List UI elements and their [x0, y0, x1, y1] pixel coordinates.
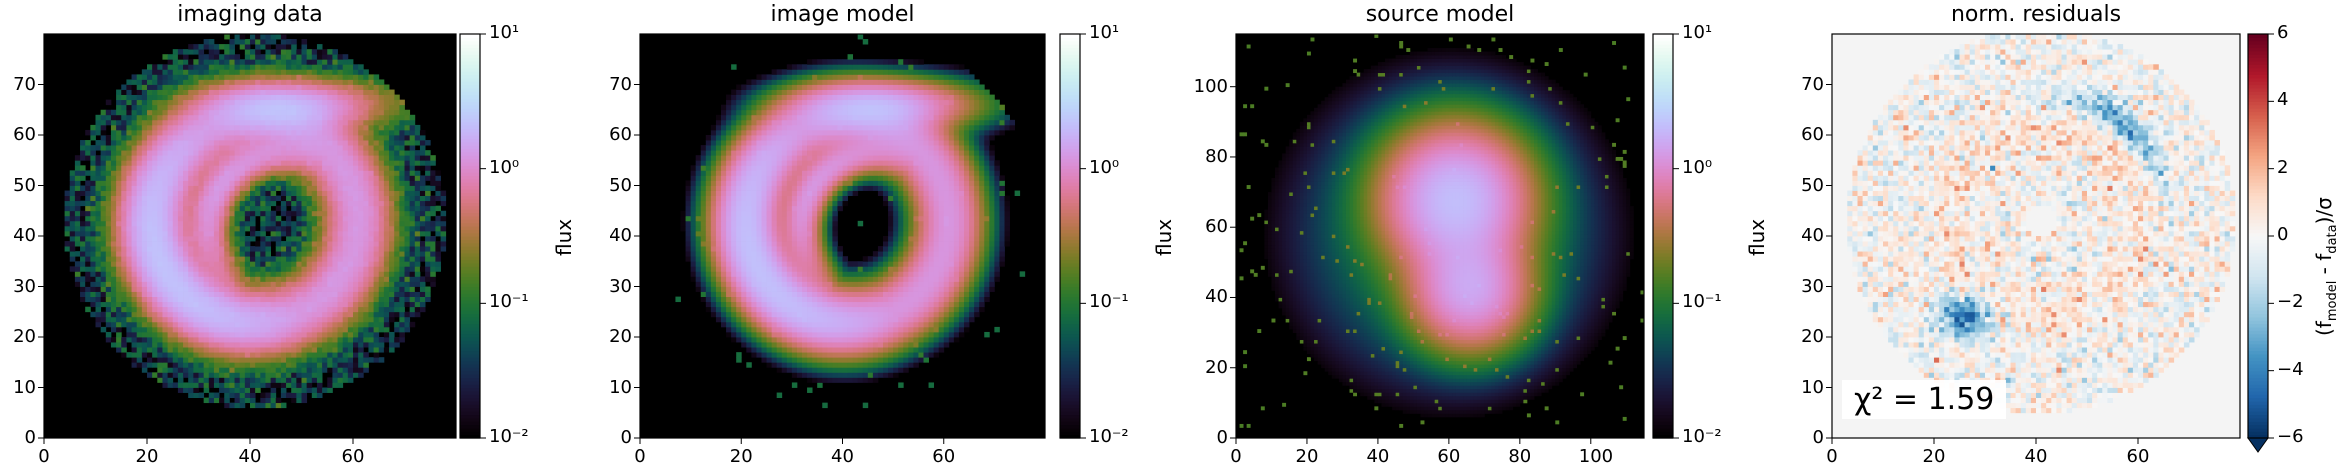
- chi-squared-annotation: χ² = 1.59: [1842, 380, 2007, 419]
- colorbar-gradient: [460, 34, 480, 439]
- y-tick-label: 10: [1784, 377, 1824, 398]
- y-tick-label: 20: [1188, 357, 1228, 378]
- colorbar-tick-label: −6: [2277, 426, 2304, 447]
- colorbar-gradient: [1653, 34, 1673, 439]
- plot-frame: [1235, 33, 1645, 439]
- panel-title: imaging data: [44, 0, 456, 30]
- y-tick-label: 70: [592, 74, 632, 95]
- x-tick-label: 80: [1508, 446, 1532, 467]
- x-tick-label: 0: [1820, 446, 1844, 467]
- y-tick-label: 60: [1188, 216, 1228, 237]
- x-tick-label: 20: [1922, 446, 1946, 467]
- x-tick-label: 40: [831, 446, 855, 467]
- x-tick-label: 60: [2126, 446, 2150, 467]
- colorbar-label: (fmodel - fdata)/σ: [2312, 197, 2340, 336]
- colorbar-tick-label: −4: [2277, 359, 2304, 380]
- x-tick-label: 20: [135, 446, 159, 467]
- colorbar-tick-label: 0: [2277, 224, 2288, 245]
- y-tick-label: 50: [0, 175, 36, 196]
- x-tick-label: 60: [1437, 446, 1461, 467]
- colorbar-tick-label: 2: [2277, 157, 2288, 178]
- y-tick-label: 0: [1784, 427, 1824, 448]
- y-tick-label: 60: [0, 124, 36, 145]
- colorbar-tick-label: 10⁰: [1089, 157, 1119, 178]
- colorbar-gradient: [2248, 34, 2268, 439]
- panel-title: image model: [640, 0, 1045, 30]
- colorbar-tick-label: 10⁻¹: [1089, 291, 1129, 312]
- y-tick-label: 40: [0, 225, 36, 246]
- colorbar-tick-label: 10⁰: [489, 157, 519, 178]
- colorbar-tick-label: 10⁻²: [1682, 426, 1722, 447]
- x-tick-label: 20: [729, 446, 753, 467]
- y-tick-label: 50: [592, 175, 632, 196]
- heatmap-cells: [1847, 34, 2236, 414]
- colorbar-tick-label: 10¹: [1089, 22, 1119, 43]
- x-tick-label: 60: [932, 446, 956, 467]
- y-tick-label: 30: [1784, 276, 1824, 297]
- y-tick-label: 30: [0, 276, 36, 297]
- y-tick-label: 70: [0, 74, 36, 95]
- x-tick-label: 20: [1295, 446, 1319, 467]
- y-tick-label: 60: [1784, 124, 1824, 145]
- y-tick-label: 10: [592, 377, 632, 398]
- colorbar-tick-label: 10¹: [489, 22, 519, 43]
- colorbar-tick-label: 10⁻¹: [489, 291, 529, 312]
- y-tick-label: 40: [1188, 286, 1228, 307]
- y-tick-label: 30: [592, 276, 632, 297]
- heatmap-cells: [675, 34, 1026, 409]
- x-tick-label: 40: [2024, 446, 2048, 467]
- colorbar-gradient: [1060, 34, 1080, 439]
- y-tick-label: 40: [1784, 225, 1824, 246]
- colorbar-tick-label: 6: [2277, 22, 2288, 43]
- colorbar-tick-label: 10⁻²: [1089, 426, 1129, 447]
- y-tick-label: 0: [592, 427, 632, 448]
- x-tick-label: 60: [341, 446, 365, 467]
- y-tick-label: 0: [0, 427, 36, 448]
- x-tick-label: 40: [238, 446, 262, 467]
- y-tick-label: 100: [1188, 76, 1228, 97]
- y-tick-label: 80: [1188, 146, 1228, 167]
- y-tick-label: 0: [1188, 427, 1228, 448]
- colorbar-tick-label: 10⁰: [1682, 157, 1712, 178]
- colorbar-tick-label: −2: [2277, 291, 2304, 312]
- y-tick-label: 20: [0, 326, 36, 347]
- colorbar-frame: [1652, 33, 1674, 439]
- x-tick-label: 40: [1366, 446, 1390, 467]
- colorbar-tick-label: 10⁻²: [489, 426, 529, 447]
- y-tick-label: 50: [1784, 175, 1824, 196]
- colorbar-frame: [1059, 33, 1081, 439]
- y-tick-label: 40: [592, 225, 632, 246]
- x-tick-label: 0: [628, 446, 652, 467]
- y-tick-label: 20: [592, 326, 632, 347]
- y-tick-label: 70: [1784, 74, 1824, 95]
- heatmap-cells: [64, 34, 447, 409]
- y-tick-label: 10: [0, 377, 36, 398]
- panel-title: norm. residuals: [1832, 0, 2240, 30]
- y-tick-label: 60: [592, 124, 632, 145]
- colorbar-tick-label: 4: [2277, 89, 2288, 110]
- y-tick-label: 20: [1784, 326, 1824, 347]
- x-tick-label: 0: [32, 446, 56, 467]
- colorbar-tick-label: 10¹: [1682, 22, 1712, 43]
- x-tick-label: 0: [1224, 446, 1248, 467]
- panel-title: source model: [1236, 0, 1644, 30]
- colorbar-extend: [2247, 437, 2269, 453]
- heatmap-cells: [1239, 34, 1645, 428]
- colorbar-frame: [459, 33, 481, 439]
- colorbar-tick-label: 10⁻¹: [1682, 291, 1722, 312]
